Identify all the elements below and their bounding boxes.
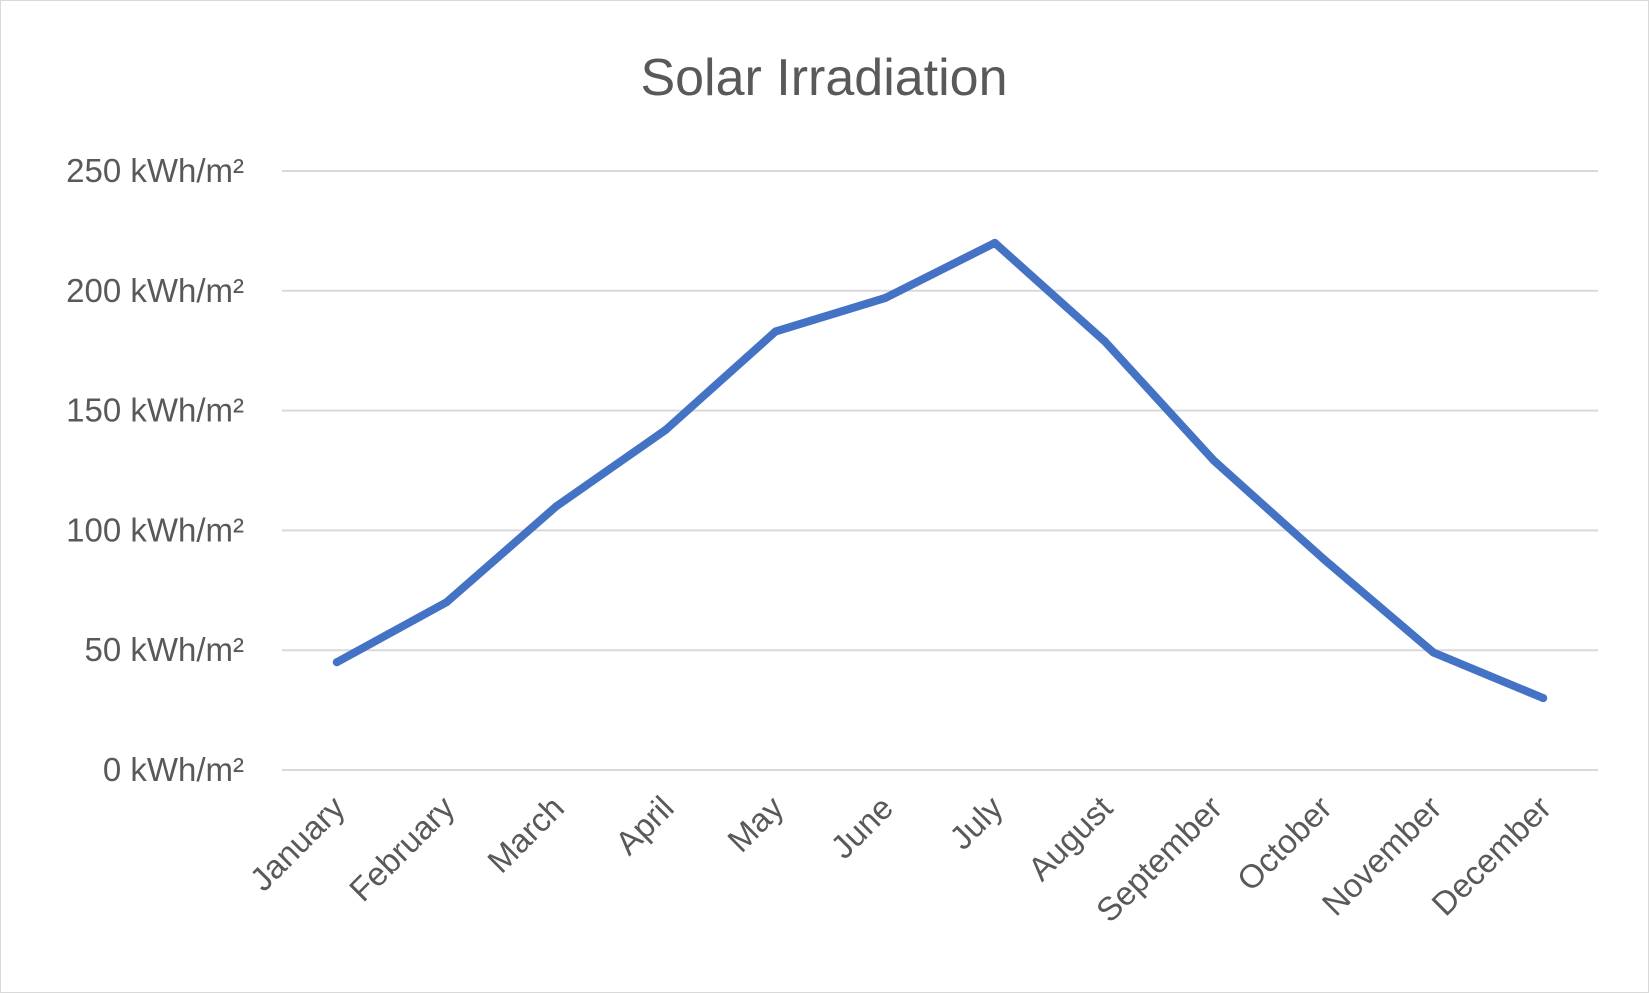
x-tick-label: June: [823, 789, 900, 866]
y-tick-label: 200 kWh/m²: [66, 272, 244, 309]
data-point: [881, 293, 890, 302]
y-tick-label: 100 kWh/m²: [66, 511, 244, 548]
data-point: [1429, 648, 1438, 657]
x-tick-label: December: [1424, 789, 1558, 923]
x-tick-label: August: [1021, 789, 1120, 888]
y-tick-label: 0 kWh/m²: [103, 751, 244, 788]
data-point: [552, 502, 561, 511]
y-axis-tick-labels: 0 kWh/m² 50 kWh/m² 100 kWh/m² 150 kWh/m² 200…: [66, 152, 244, 788]
y-tick-label: 150 kWh/m²: [66, 392, 244, 429]
data-point: [332, 658, 341, 667]
gridlines: [282, 170, 1598, 771]
series-line: [332, 238, 1548, 703]
x-tick-label: May: [720, 788, 791, 859]
data-point: [1100, 337, 1109, 346]
x-tick-label: July: [942, 788, 1010, 856]
y-tick-label: 50 kWh/m²: [84, 631, 244, 668]
chart-title: Solar Irradiation: [640, 49, 1007, 107]
data-point: [1210, 456, 1219, 465]
series-layer: [332, 238, 1548, 703]
data-point: [1539, 694, 1548, 703]
x-tick-label: March: [480, 789, 571, 880]
data-point: [442, 598, 451, 607]
x-tick-label: January: [243, 788, 353, 898]
data-point: [661, 425, 670, 434]
x-tick-label: October: [1230, 789, 1339, 898]
data-point: [1319, 555, 1328, 564]
data-point: [990, 238, 999, 247]
x-tick-label: February: [342, 788, 462, 908]
x-tick-label: November: [1315, 789, 1449, 923]
x-tick-label: April: [608, 789, 681, 862]
data-point: [771, 327, 780, 336]
y-tick-label: 250 kWh/m²: [66, 152, 244, 189]
